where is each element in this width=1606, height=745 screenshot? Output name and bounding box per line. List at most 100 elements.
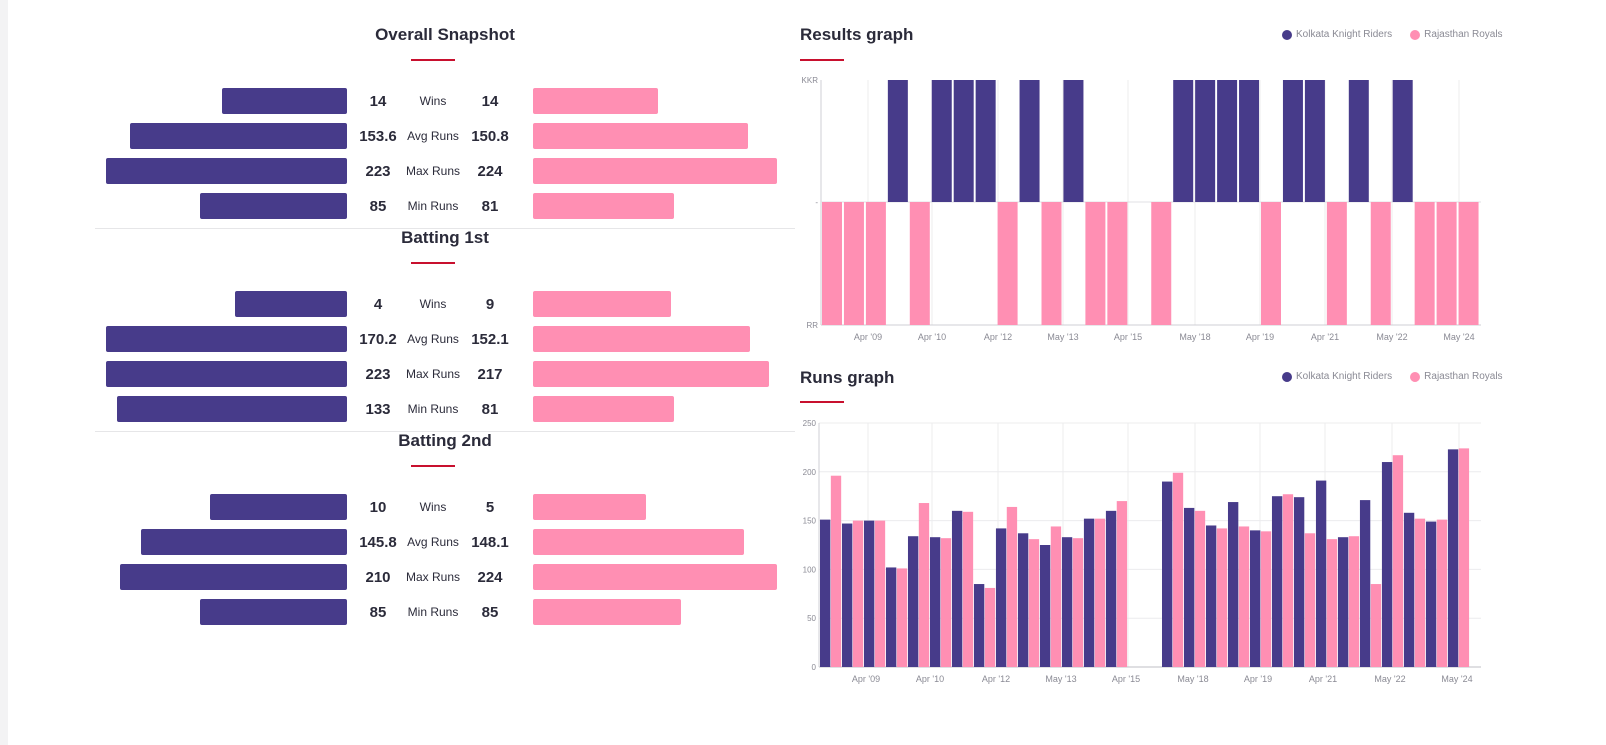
kkr-runs-bar (1161, 481, 1173, 667)
y-tick-label: RR (806, 321, 818, 330)
kkr-value: 4 (373, 296, 383, 313)
rr-win-bar (843, 202, 864, 325)
rr-runs-bar (1194, 510, 1206, 667)
runs-graph-chart: 0 50 100 150 200 250 Apr '09 Apr '10 Apr '12 May … (803, 419, 1481, 684)
kkr-win-bar (1195, 80, 1216, 202)
legend-item-kkr[interactable]: Kolkata Knight Riders (1282, 29, 1392, 40)
kkr-runs-bar (820, 519, 831, 667)
legend-item-kkr[interactable]: Kolkata Knight Riders (1282, 371, 1392, 382)
kkr-runs-bar (951, 510, 963, 667)
stat-row-min-runs: 85 Min Runs 81 (95, 192, 795, 220)
rr-win-bar (1261, 202, 1281, 325)
rr-runs-bar (1116, 501, 1128, 667)
legend-item-rr[interactable]: Rajasthan Royals (1410, 29, 1503, 40)
y-tick-label: 150 (803, 517, 817, 526)
stat-row-max-runs: 210 Max Runs 224 (95, 563, 795, 591)
kkr-bar (141, 529, 347, 555)
section-title: Batting 1st (401, 228, 489, 247)
rr-value: 150.8 (471, 128, 509, 145)
kkr-win-bar (1173, 80, 1194, 202)
x-tick-label: Apr '12 (982, 674, 1010, 684)
kkr-value: 223 (365, 163, 391, 180)
section-divider (95, 228, 795, 229)
kkr-win-bar (1239, 80, 1260, 202)
kkr-bar (117, 396, 347, 422)
rr-win-bar (822, 202, 842, 325)
stat-row-max-runs: 223 Max Runs 224 (95, 157, 795, 185)
rr-value: 152.1 (471, 331, 509, 348)
legend-dot-icon (1410, 29, 1421, 40)
kkr-runs-bar (1017, 533, 1029, 667)
x-tick-label: May '22 (1376, 332, 1407, 342)
x-tick-label: May '22 (1374, 674, 1405, 684)
stat-row-wins: 10 Wins 5 (95, 493, 795, 521)
rr-runs-bar (1260, 531, 1272, 667)
stat-label: Wins (419, 297, 447, 311)
kkr-bar (200, 193, 347, 219)
kkr-win-bar (931, 80, 952, 202)
section-title: Batting 2nd (398, 431, 492, 450)
kkr-bar (210, 494, 347, 520)
kkr-value: 14 (369, 93, 387, 110)
rr-value: 5 (485, 499, 495, 516)
kkr-bar (200, 599, 347, 625)
rr-bar (533, 599, 681, 625)
kkr-bar (222, 88, 347, 114)
kkr-runs-bar (1337, 537, 1349, 667)
stat-label: Max Runs (405, 570, 461, 584)
x-tick-label: Apr '10 (918, 332, 946, 342)
kkr-bar (130, 123, 347, 149)
section-underline (411, 465, 455, 467)
rr-runs-bar (1326, 539, 1338, 667)
stat-label: Min Runs (407, 199, 459, 213)
rr-win-bar (1436, 202, 1457, 325)
kkr-bar (106, 326, 347, 352)
stat-label: Min Runs (407, 605, 459, 619)
rr-value: 217 (477, 366, 503, 383)
legend-dot-icon (1282, 371, 1292, 382)
rr-bar (533, 123, 748, 149)
y-tick-label: 0 (812, 663, 817, 672)
rr-value: 85 (481, 604, 499, 621)
results-graph-chart: KKR - RR Apr '09 Apr '10 Apr '12 May '13 Apr '1… (802, 76, 1481, 342)
kkr-runs-bar (1447, 449, 1459, 667)
y-tick-label: 250 (803, 419, 817, 428)
section-underline (411, 59, 455, 61)
x-tick-label: Apr '21 (1309, 674, 1337, 684)
results-graph-title: Results graph (800, 25, 914, 44)
rr-runs-bar (940, 538, 952, 667)
x-tick-label: May '18 (1179, 332, 1210, 342)
rr-runs-bar (1392, 455, 1404, 667)
kkr-win-bar (1063, 80, 1084, 202)
rr-runs-bar (1172, 472, 1184, 667)
x-tick-label: Apr '15 (1112, 674, 1140, 684)
rr-win-bar (909, 202, 930, 325)
section-title: Overall Snapshot (375, 25, 515, 44)
x-tick-label: Apr '12 (984, 332, 1012, 342)
stat-row-wins: 4 Wins 9 (95, 290, 795, 318)
x-tick-label: May '13 (1047, 332, 1078, 342)
kkr-value: 210 (365, 569, 391, 586)
rr-win-bar (1085, 202, 1106, 325)
kkr-win-bar (1348, 80, 1369, 202)
x-tick-label: Apr '10 (916, 674, 944, 684)
rr-runs-bar (1238, 526, 1250, 667)
rr-value: 81 (481, 198, 499, 215)
rr-win-bar (1414, 202, 1435, 325)
rr-runs-bar (918, 503, 930, 667)
rr-value: 81 (481, 401, 499, 418)
kkr-value: 133 (365, 401, 391, 418)
x-tick-label: May '24 (1441, 674, 1472, 684)
rr-bar (533, 326, 750, 352)
kkr-win-bar (953, 80, 974, 202)
kkr-value: 170.2 (359, 331, 397, 348)
legend-item-rr[interactable]: Rajasthan Royals (1410, 371, 1503, 382)
stat-row-min-runs: 85 Min Runs 85 (95, 598, 795, 626)
stat-label: Max Runs (405, 367, 461, 381)
rr-bar (533, 158, 777, 184)
rr-runs-bar (1282, 494, 1294, 667)
legend-label: Kolkata Knight Riders (1296, 371, 1393, 382)
kkr-runs-bar (1205, 525, 1217, 667)
rr-runs-bar (1050, 526, 1062, 667)
kkr-runs-bar (885, 567, 897, 667)
